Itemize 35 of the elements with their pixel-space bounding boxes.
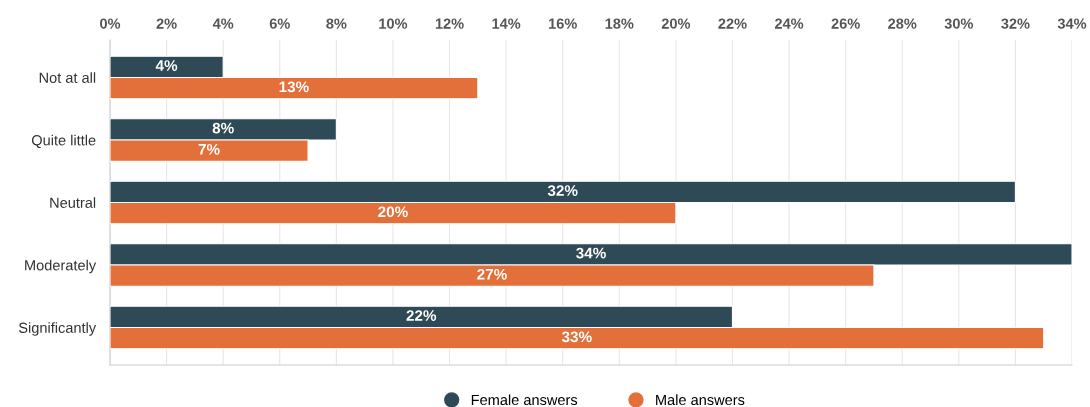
data-label: 13% [279,81,309,93]
x-tick-label: 34% [1057,18,1087,29]
x-tick-label: 28% [888,18,917,29]
x-tick-label: 8% [326,18,347,29]
x-tick-label: 0% [100,18,121,29]
data-label: 7% [198,143,220,155]
y-tick-label: Significantly [18,322,97,336]
data-label: 32% [547,185,578,196]
data-label: 8% [212,122,234,134]
x-tick-label: 14% [492,18,521,29]
x-tick-label: 30% [944,18,974,29]
x-tick-label: 26% [831,18,860,29]
data-label: 20% [378,206,408,218]
x-tick-label: 18% [605,18,634,29]
x-tick-label: 24% [774,18,804,29]
y-tick-label: Quite little [31,134,96,149]
x-tick-label: 12% [435,18,464,29]
data-label: 33% [561,331,592,343]
x-tick-label: 10% [379,18,408,29]
legend-label: Male answers [656,394,745,406]
x-tick-label: 2% [156,18,177,29]
y-tick-label: Not at all [39,72,96,83]
x-tick-label: 16% [549,18,577,29]
x-tick-label: 4% [212,18,234,29]
y-tick-label: Moderately [25,259,97,274]
x-tick-label: 32% [1001,18,1030,29]
data-label: 4% [155,60,178,71]
data-label: 27% [477,268,507,280]
data-label: 22% [406,310,437,321]
y-tick-label: Neutral [50,197,96,208]
data-label: 34% [576,247,606,259]
x-tick-label: 6% [269,18,290,29]
x-tick-label: 22% [718,18,747,29]
x-tick-label: 20% [661,18,691,29]
legend-label: Female answers [471,394,578,406]
